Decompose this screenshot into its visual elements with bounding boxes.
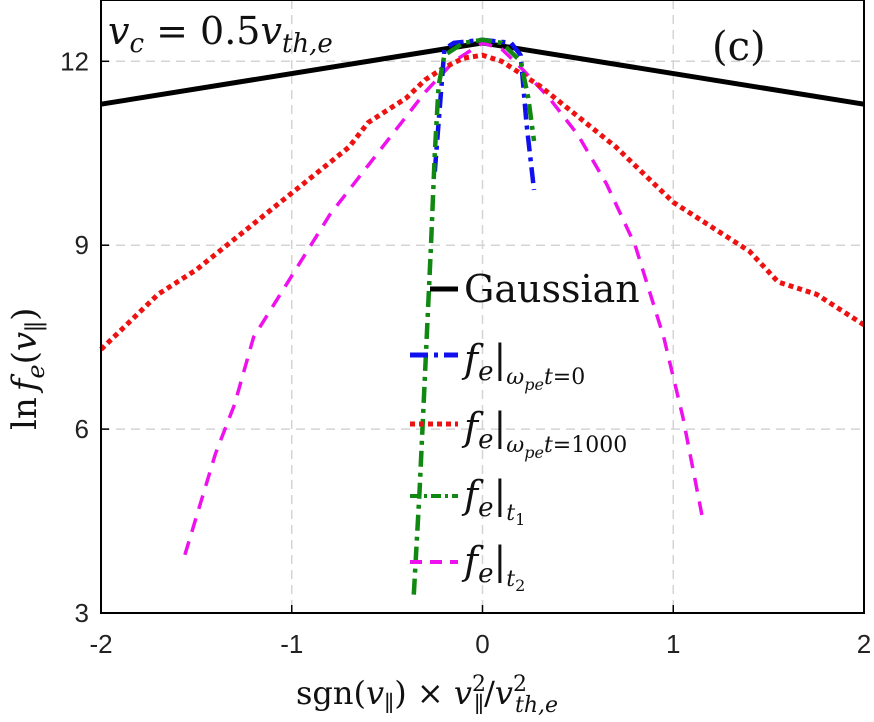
legend: Gaussian fe|ωpet=0 fe|ωpet=1000 fe|t1 fe… <box>410 267 640 595</box>
x-axis-label: sgn(v∥) × v2 ∥/v2 th,e <box>296 672 558 718</box>
x-tick-label: 1 <box>666 629 680 659</box>
x-tick-label: -1 <box>280 629 303 659</box>
panel-label: (c) <box>712 24 766 70</box>
svg-text:fe|ωpet=1000: fe|ωpet=1000 <box>461 405 627 462</box>
y-axis-label: lnfe(v∥) <box>5 308 50 430</box>
y-tick-label: 3 <box>75 598 89 628</box>
legend-item-t1000: fe|ωpet=1000 <box>410 405 627 462</box>
velocity-annotation: vc = 0.5vth,e <box>108 9 333 59</box>
y-tick-label: 12 <box>60 46 89 76</box>
series-line <box>183 41 704 556</box>
y-tick-label: 6 <box>75 414 89 444</box>
legend-item-t1: fe|t1 <box>410 473 525 529</box>
legend-item-t0: fe|ωpet=0 <box>410 337 585 394</box>
svg-text:lnfe(v∥): lnfe(v∥) <box>5 308 50 430</box>
svg-text:Gaussian: Gaussian <box>464 267 640 311</box>
series-layer <box>99 37 866 595</box>
legend-item-t2: fe|t2 <box>410 539 525 595</box>
svg-text:fe|t2: fe|t2 <box>461 539 525 595</box>
y-tick-label: 9 <box>75 230 89 260</box>
svg-text:fe|ωpet=0: fe|ωpet=0 <box>461 337 585 394</box>
x-tick-label: 0 <box>475 629 489 659</box>
x-tick-label: 2 <box>857 629 871 659</box>
legend-item-gaussian: Gaussian <box>430 267 640 311</box>
series-line <box>99 52 866 352</box>
x-tick-label: -2 <box>89 629 112 659</box>
series-line <box>411 37 537 595</box>
svg-text:fe|t1: fe|t1 <box>461 473 525 529</box>
